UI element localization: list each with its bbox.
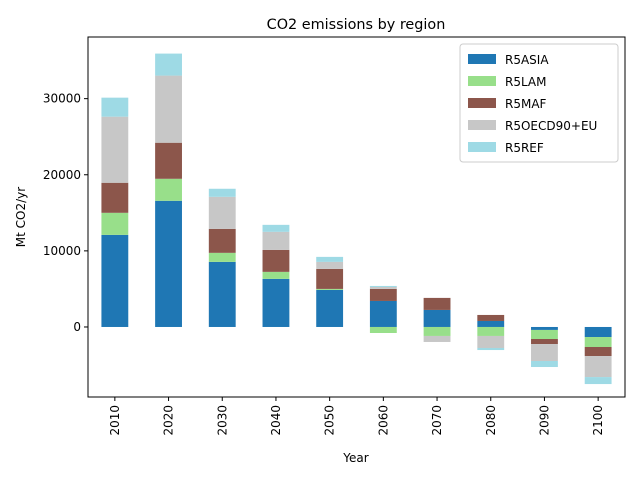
y-axis-label: Mt CO2/yr	[14, 187, 28, 247]
bar	[584, 377, 612, 385]
bar	[531, 339, 558, 345]
legend-label: R5MAF	[505, 97, 547, 111]
bar	[477, 320, 505, 327]
x-tick-label: 2070	[430, 405, 444, 436]
y-tick-label: 20000	[43, 168, 81, 182]
bar	[369, 300, 397, 327]
bar	[101, 234, 129, 327]
bar	[423, 297, 451, 310]
bar	[584, 346, 612, 357]
legend-swatch	[468, 54, 496, 64]
bar	[101, 182, 129, 213]
bar	[531, 344, 558, 361]
bar	[208, 188, 236, 197]
bar	[423, 309, 451, 327]
x-tick-label: 2010	[108, 405, 122, 436]
bar	[316, 261, 344, 269]
legend-label: R5REF	[505, 141, 544, 155]
bar	[584, 326, 612, 338]
y-tick-label: 10000	[43, 244, 81, 258]
bar	[262, 249, 290, 272]
bar	[262, 231, 290, 250]
bar	[531, 329, 558, 340]
legend-swatch	[468, 76, 496, 86]
bar	[369, 288, 397, 301]
bar	[584, 337, 612, 347]
x-tick-label: 2060	[376, 405, 390, 436]
bar	[101, 212, 129, 235]
bar	[316, 268, 344, 289]
bar	[423, 335, 451, 342]
bar	[155, 53, 182, 76]
bar	[316, 289, 344, 327]
bar	[208, 261, 236, 327]
legend-swatch	[468, 142, 496, 152]
chart-title: CO2 emissions by region	[267, 17, 446, 33]
legend-label: R5LAM	[505, 75, 547, 89]
bar	[369, 285, 397, 287]
bar	[155, 75, 182, 143]
bar	[262, 271, 290, 279]
bar	[316, 256, 344, 262]
bar	[423, 326, 451, 336]
legend-box	[459, 43, 619, 163]
bar	[477, 347, 505, 351]
bar	[316, 288, 344, 290]
plot-frame	[87, 36, 626, 398]
bar	[584, 356, 612, 378]
legend-swatch	[468, 98, 496, 108]
bar	[101, 97, 129, 117]
bar	[369, 326, 397, 333]
bar	[477, 326, 505, 336]
bar	[262, 224, 290, 232]
y-tick-label: 30000	[43, 92, 81, 106]
x-tick-label: 2050	[323, 405, 337, 436]
bar	[208, 196, 236, 229]
x-tick-label: 2020	[162, 405, 176, 436]
x-tick-label: 2080	[484, 405, 498, 436]
bar	[155, 178, 182, 201]
x-tick-label: 2030	[215, 405, 229, 436]
bar	[262, 278, 290, 327]
bar	[531, 361, 558, 368]
x-tick-label: 2100	[591, 405, 605, 436]
x-tick-label: 2090	[537, 405, 551, 436]
bar	[155, 142, 182, 179]
bar	[101, 116, 129, 183]
y-tick-label: 0	[73, 320, 81, 334]
legend-swatch	[468, 120, 496, 130]
x-axis-label: Year	[342, 451, 368, 465]
bar	[477, 335, 505, 348]
bar	[531, 326, 558, 330]
legend-label: R5ASIA	[505, 53, 549, 67]
bar	[208, 252, 236, 262]
bar	[155, 200, 182, 327]
bar	[477, 314, 505, 321]
bar	[369, 286, 397, 289]
legend-label: R5OECD90+EU	[505, 119, 597, 133]
bar	[208, 228, 236, 253]
x-tick-label: 2040	[269, 405, 283, 436]
